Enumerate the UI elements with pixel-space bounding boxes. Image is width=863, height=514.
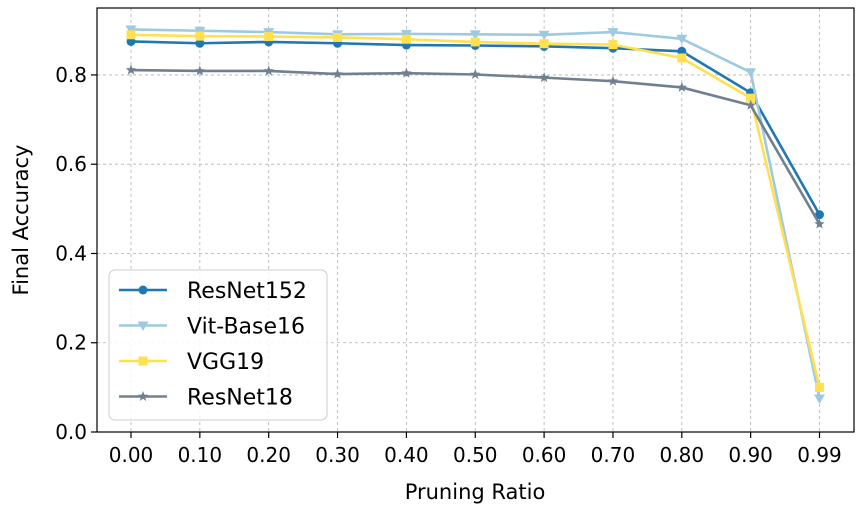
data-point-resnet18 [676,81,688,92]
data-point-vgg19 [333,32,343,42]
data-point-resnet18 [194,65,206,76]
legend-marker-resnet152 [138,285,148,295]
x-tick-label: 0.40 [384,443,429,467]
data-point-vgg19 [470,37,480,47]
x-axis: 0.00 0.10 0.20 0.30 0.40 0.50 0.60 0.70 0.80 0.90… [109,432,842,467]
data-point-vit-base16 [607,28,619,38]
legend: ResNet152 Vit-Base16 VGG19 ResNet18 [108,269,328,421]
x-tick-label: 0.00 [109,443,154,467]
y-tick-label: 0.4 [55,241,87,265]
series-layer [125,25,825,405]
data-point-vgg19 [608,40,618,50]
data-point-vgg19 [677,53,687,63]
x-tick-label: 0.80 [660,443,705,467]
y-tick-label: 0.2 [55,331,87,355]
legend-label-resnet18: ResNet18 [187,386,293,411]
y-tick-label: 0.8 [55,63,87,87]
data-point-resnet18 [332,68,343,79]
y-tick-label: 0.6 [55,152,87,176]
data-point-resnet18 [745,99,756,110]
data-point-resnet18 [263,65,274,76]
data-point-vit-base16 [400,29,412,40]
data-point-vgg19 [401,34,411,44]
legend-marker-vit-base16 [137,321,149,331]
data-point-vgg19 [539,39,549,49]
legend-marker-vgg19 [138,356,148,366]
legend-box [108,269,328,421]
data-point-vit-base16 [194,26,206,37]
series-vit-base16 [125,25,825,405]
data-point-vgg19 [264,32,274,42]
data-point-vit-base16 [469,30,481,40]
x-tick-label: 0.50 [453,443,498,467]
y-axis-label: Final Accuracy [9,145,33,296]
data-point-resnet18 [125,64,137,75]
legend-label-resnet152: ResNet152 [187,279,307,304]
x-tick-label: 0.99 [797,443,842,467]
data-point-vit-base16 [125,25,137,35]
data-point-vit-base16 [676,34,688,45]
data-point-vgg19 [746,93,756,103]
data-point-vit-base16 [745,68,757,78]
data-point-resnet18 [607,75,619,86]
x-tick-label: 0.60 [522,443,567,467]
data-point-vit-base16 [814,394,825,405]
series-vgg19 [126,30,824,392]
x-tick-label: 0.10 [178,443,223,467]
x-tick-label: 0.70 [591,443,636,467]
series-resnet18 [125,64,825,229]
legend-marker-resnet18 [137,391,149,401]
y-axis: 0.0 0.2 0.4 0.6 0.8 [55,63,97,444]
data-point-resnet18 [538,72,550,83]
x-tick-label: 0.90 [728,443,773,467]
data-point-resnet152 [815,210,824,220]
data-point-vgg19 [126,30,136,40]
x-tick-label: 0.30 [315,443,360,467]
data-point-vgg19 [815,382,824,392]
y-tick-label: 0.0 [55,420,87,444]
data-point-vit-base16 [538,30,550,41]
legend-label-vit-base16: Vit-Base16 [187,315,305,340]
legend-label-vgg19: VGG19 [187,350,264,375]
data-point-resnet18 [470,69,481,79]
x-tick-label: 0.20 [246,443,291,467]
x-axis-label: Pruning Ratio [405,480,546,504]
data-point-resnet152 [195,38,205,48]
data-point-resnet18 [401,67,412,78]
data-point-vgg19 [195,31,205,41]
data-point-resnet18 [814,218,825,229]
